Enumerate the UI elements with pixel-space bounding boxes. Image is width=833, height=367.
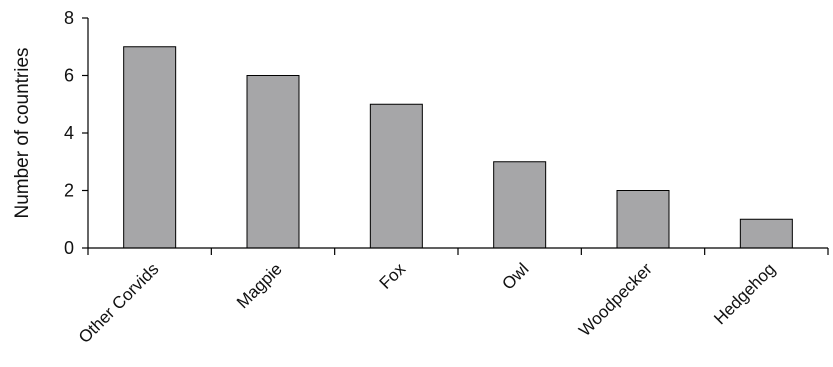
- y-tick-label: 0: [64, 238, 74, 258]
- bar-owl: [493, 161, 547, 249]
- bars-group: [123, 46, 793, 249]
- y-tick-label: 6: [64, 66, 74, 86]
- x-category-label: Owl: [498, 259, 532, 293]
- bar-fox: [369, 103, 423, 249]
- x-ticks-group: Other Corvids Magpie Fox Owl Woodpecker Hedge…: [75, 248, 829, 347]
- x-category-label: Magpie: [233, 259, 286, 312]
- y-axis-label: Number of countries: [12, 47, 33, 218]
- y-tick-label: 2: [64, 181, 74, 201]
- bar-other-corvids: [123, 46, 177, 249]
- bar-woodpecker: [616, 190, 670, 249]
- bar-magpie: [246, 75, 300, 249]
- x-category-label: Hedgehog: [710, 259, 779, 328]
- y-tick-label: 4: [64, 123, 74, 143]
- y-ticks-group: 0 2 4 6 8: [64, 8, 88, 258]
- bar-hedgehog: [739, 218, 793, 249]
- x-category-label: Woodpecker: [575, 259, 656, 340]
- x-category-label: Fox: [376, 259, 410, 293]
- y-tick-label: 8: [64, 8, 74, 28]
- x-category-label: Other Corvids: [75, 259, 163, 347]
